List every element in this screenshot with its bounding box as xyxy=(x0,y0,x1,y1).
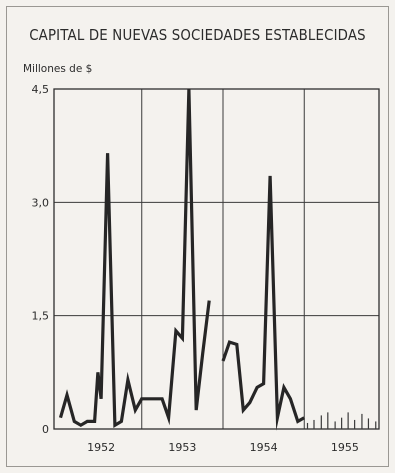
y-tick-label: 1,5 xyxy=(32,310,50,323)
chart-title: CAPITAL DE NUEVAS SOCIEDADES ESTABLECIDA… xyxy=(29,26,366,44)
outer-frame xyxy=(6,6,389,467)
label-layer: 0 1,5 3,0 4,5 1952 1953 1954 1955 xyxy=(32,83,359,454)
series-line-1 xyxy=(58,88,211,428)
y-axis-label: Millones de $ xyxy=(23,63,93,75)
x-tick-label: 1953 xyxy=(168,441,196,454)
x-tick-label: 1955 xyxy=(331,441,359,454)
y-tick-label: 0 xyxy=(42,423,49,436)
x-tick-label: 1952 xyxy=(87,441,115,454)
axis-layer xyxy=(53,88,380,430)
y-tick-label: 4,5 xyxy=(32,83,50,96)
series-layer xyxy=(58,88,377,431)
y-tick-label: 3,0 xyxy=(32,196,50,209)
plot-border xyxy=(53,88,380,430)
x-tick-label: 1954 xyxy=(250,441,278,454)
series-line-2 xyxy=(221,175,306,431)
